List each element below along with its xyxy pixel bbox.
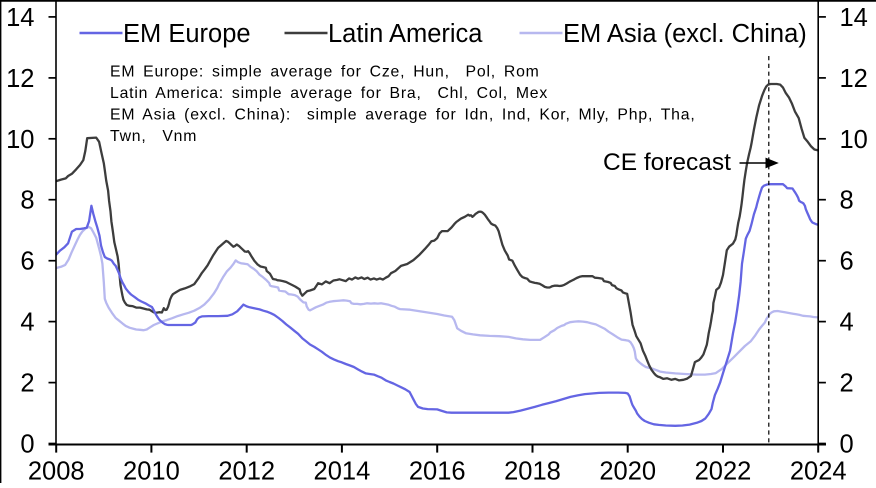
svg-text:2024: 2024	[790, 458, 847, 486]
svg-text:12: 12	[840, 65, 868, 93]
svg-text:4: 4	[840, 309, 854, 337]
svg-text:14: 14	[840, 4, 868, 32]
svg-text:2: 2	[840, 370, 854, 398]
svg-text:0: 0	[20, 431, 34, 459]
svg-text:2: 2	[20, 370, 34, 398]
svg-text:8: 8	[20, 187, 34, 215]
svg-text:0: 0	[840, 431, 854, 459]
svg-text:2008: 2008	[28, 458, 85, 486]
svg-text:6: 6	[20, 248, 34, 276]
svg-text:8: 8	[840, 187, 854, 215]
svg-text:Latin America: Latin America	[328, 20, 483, 48]
svg-text:14: 14	[6, 4, 34, 32]
svg-text:CE forecast: CE forecast	[603, 149, 731, 176]
svg-text:EM Asia (excl. China): simple: EM Asia (excl. China): simple average fo…	[110, 107, 696, 124]
svg-text:EM Asia (excl. China): EM Asia (excl. China)	[563, 20, 807, 48]
svg-text:6: 6	[840, 248, 854, 276]
svg-text:4: 4	[20, 309, 34, 337]
svg-text:12: 12	[6, 65, 34, 93]
svg-text:2020: 2020	[599, 458, 656, 486]
svg-text:2012: 2012	[218, 458, 275, 486]
svg-text:2016: 2016	[409, 458, 466, 486]
svg-text:EM Europe: simple average for: EM Europe: simple average for Cze, Hun, …	[110, 64, 540, 81]
svg-text:2014: 2014	[314, 458, 371, 486]
svg-text:Twn, Vnm: Twn, Vnm	[110, 128, 197, 145]
svg-text:2018: 2018	[504, 458, 561, 486]
svg-text:10: 10	[840, 126, 868, 154]
svg-text:2010: 2010	[123, 458, 180, 486]
svg-text:10: 10	[6, 126, 34, 154]
svg-text:2022: 2022	[695, 458, 752, 486]
svg-text:EM Europe: EM Europe	[123, 20, 251, 48]
svg-text:Latin America: simple average: Latin America: simple average for Bra, C…	[110, 85, 548, 102]
